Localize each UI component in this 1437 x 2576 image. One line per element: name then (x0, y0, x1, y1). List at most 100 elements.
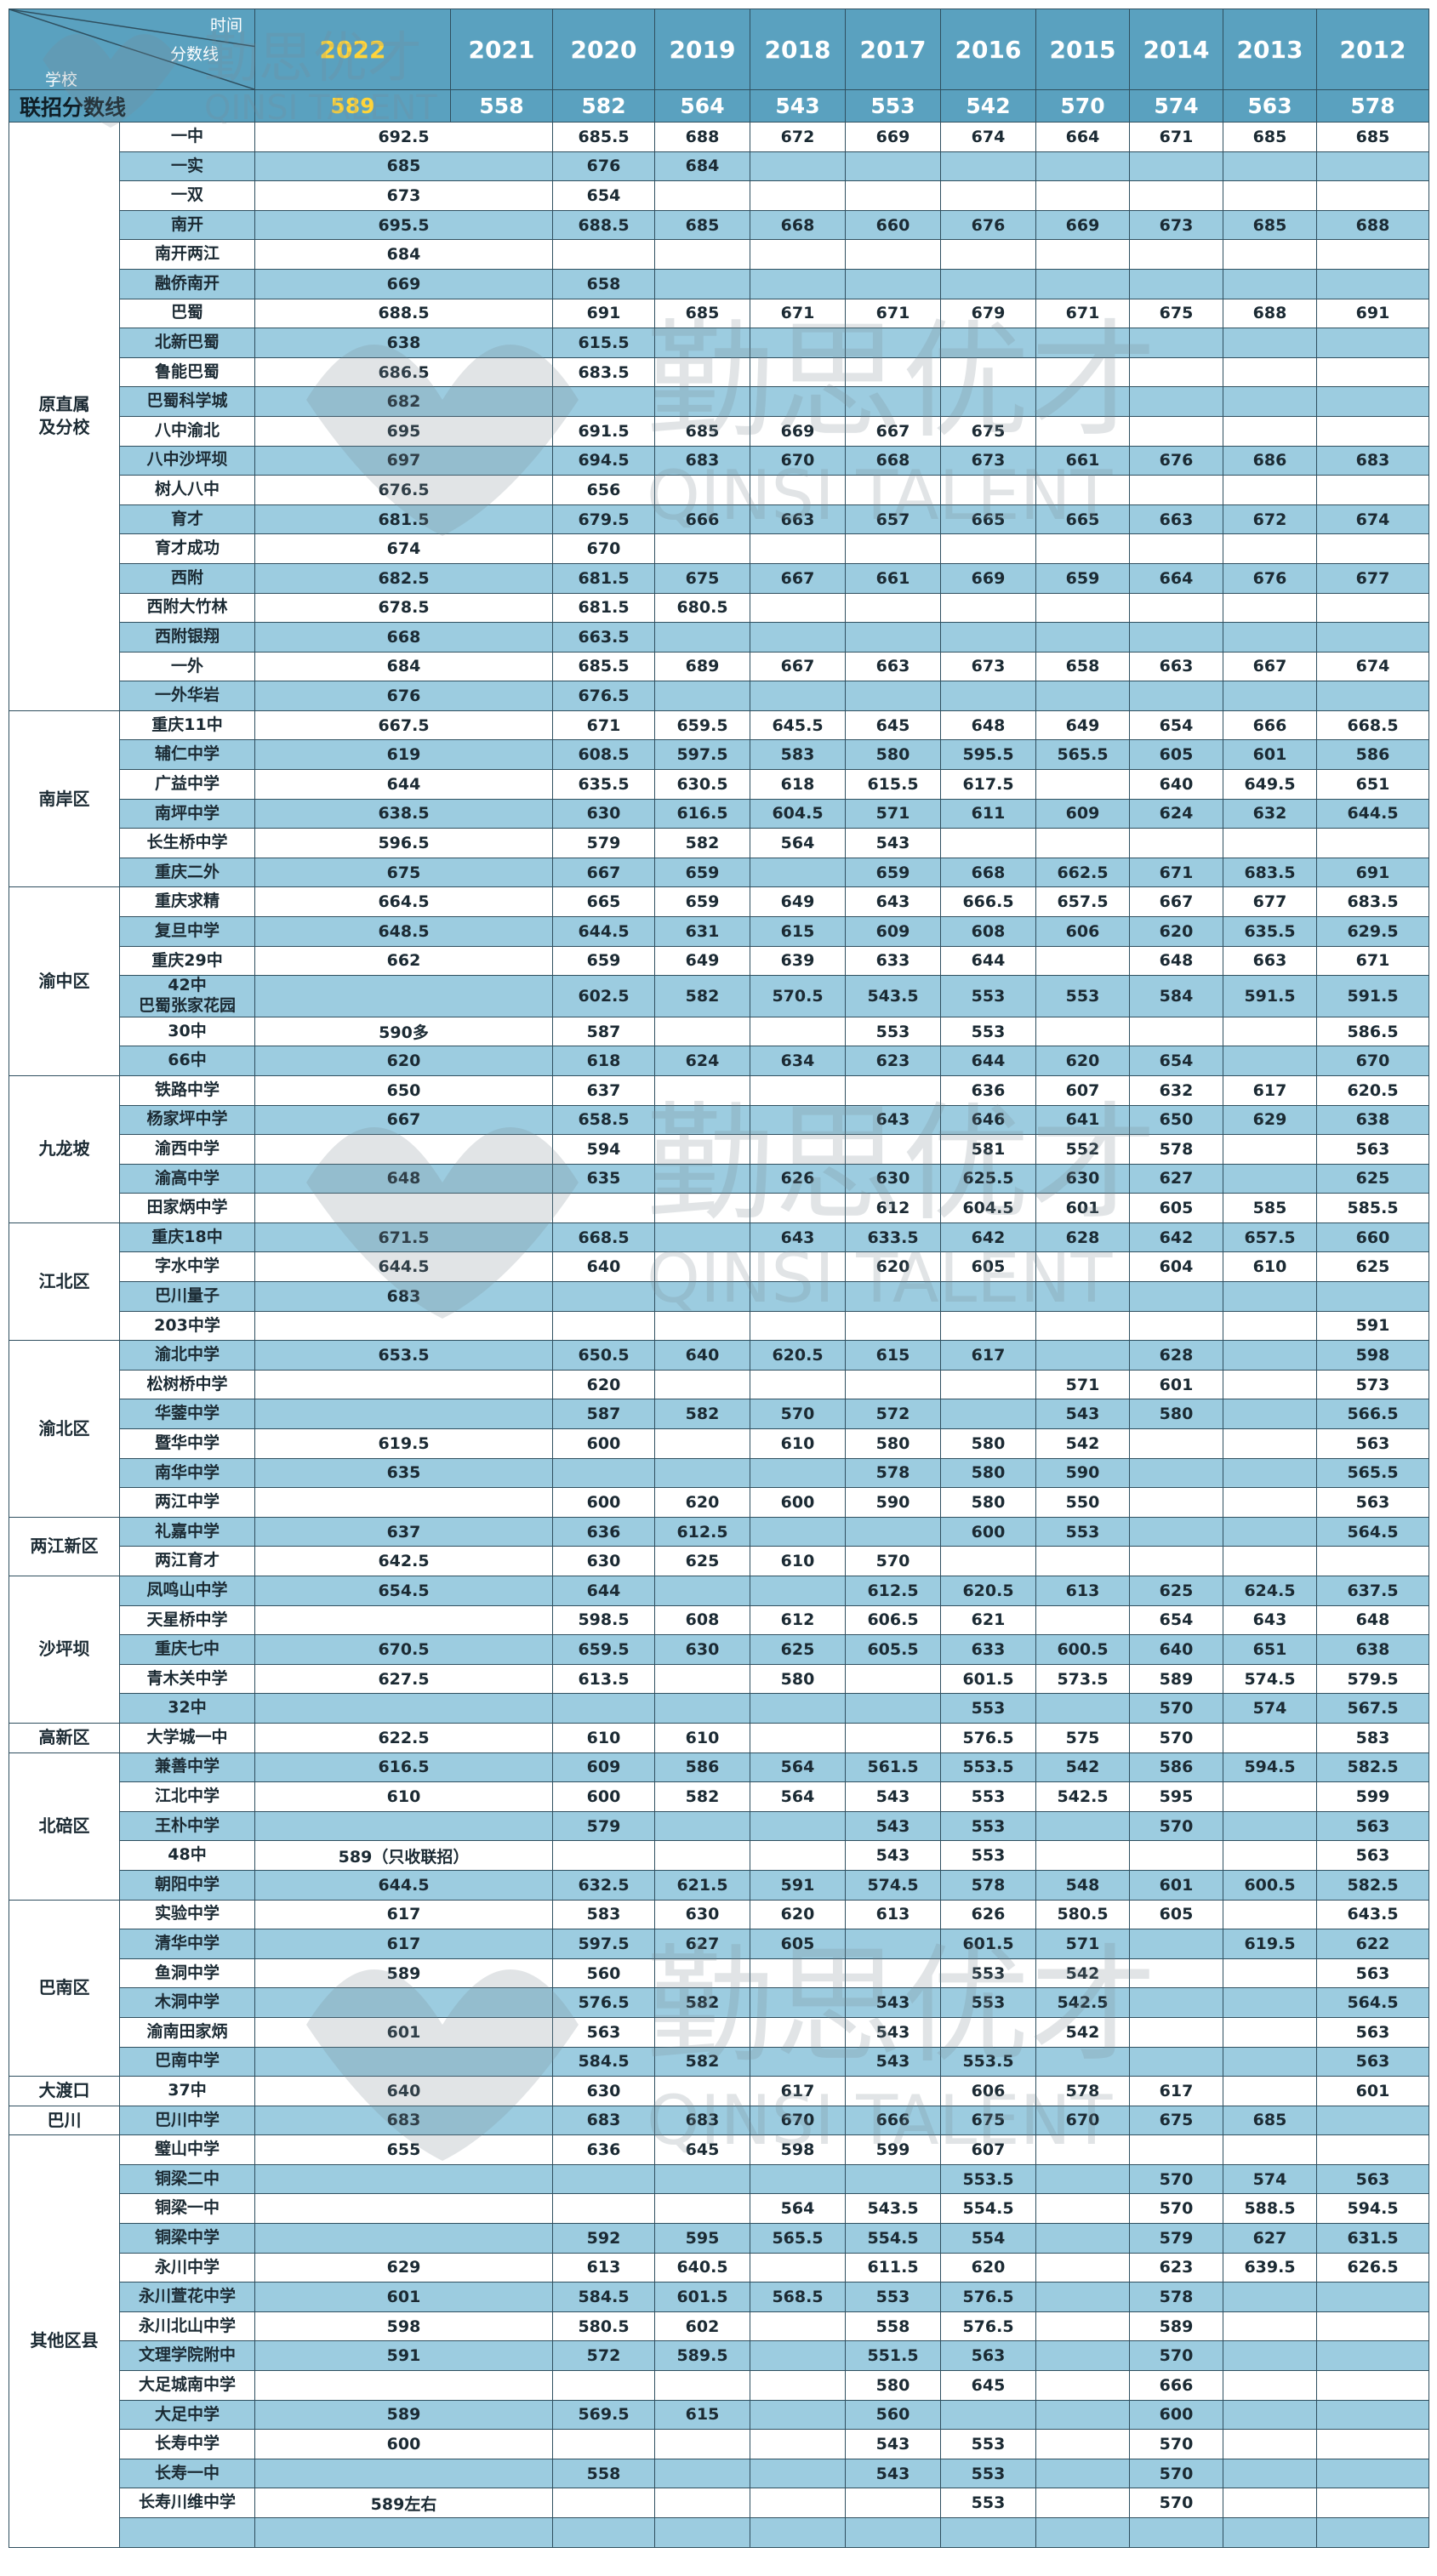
score-cell (1316, 2340, 1429, 2372)
score-cell: 543 (845, 2046, 941, 2077)
score-cell: 570 (845, 1546, 941, 1576)
score-cell (750, 1281, 846, 1312)
school-name-cell: 杨家坪中学 (119, 1104, 255, 1136)
year-header-2022: 2022 (254, 9, 451, 90)
score-cell: 655 (254, 2134, 553, 2165)
score-cell: 671 (845, 298, 941, 329)
score-cell (1223, 622, 1317, 653)
score-cell (552, 2429, 655, 2459)
table-row: 长寿川维中学 589左右 553 570 (9, 2488, 1429, 2518)
score-cell (1223, 328, 1317, 358)
score-cell: 673 (254, 180, 553, 211)
score-cell: 586 (1316, 739, 1429, 771)
score-cell: 630 (552, 1546, 655, 1576)
score-cell (1129, 2016, 1223, 2048)
score-cell: 667 (552, 857, 655, 888)
score-cell: 663 (1129, 504, 1223, 535)
school-name-cell: 鱼洞中学 (119, 1958, 255, 1989)
score-cell: 666 (1129, 2370, 1223, 2401)
score-cell (654, 681, 750, 711)
score-cell: 586 (1129, 1752, 1223, 1783)
school-name-cell: 渝北中学 (119, 1340, 255, 1371)
score-cell: 681.5 (552, 562, 655, 594)
score-cell (845, 1134, 941, 1165)
score-cell (254, 1987, 553, 2018)
score-cell (940, 356, 1036, 388)
score-cell (1223, 1487, 1317, 1518)
joint-score-2018: 543 (750, 89, 846, 123)
score-cell: 638.5 (254, 798, 553, 829)
score-cell: 571 (1035, 1929, 1130, 1959)
score-cell (1129, 356, 1223, 388)
score-cell (750, 239, 846, 270)
score-cell: 674 (1316, 651, 1429, 682)
district-cell: 原直属 及分校 (9, 122, 120, 711)
score-cell (552, 2193, 655, 2225)
score-cell: 685 (654, 298, 750, 329)
score-cell: 572 (845, 1399, 941, 1430)
school-name-cell: 两江育才 (119, 1546, 255, 1576)
table-row: 永川萱花中学 601 584.5 601.5 568.5 553 576.5 578 (9, 2282, 1429, 2312)
score-cell: 663.5 (552, 622, 655, 653)
score-cell: 678.5 (254, 592, 553, 624)
table-row: 沙坪坝 凤鸣山中学 654.5 644 612.5 620.5 613 625 624.5 637… (9, 1576, 1429, 1724)
score-cell: 582.5 (1316, 1869, 1429, 1901)
score-cell (654, 356, 750, 388)
school-name-cell: 一中 (119, 122, 255, 152)
score-cell: 650.5 (552, 1340, 655, 1371)
score-cell: 618 (750, 769, 846, 800)
score-cell (254, 1193, 553, 1223)
score-cell: 563 (1316, 1840, 1429, 1871)
score-cell: 677 (1223, 886, 1317, 918)
table-row: 两江中学 600 620 600 590 580 550 563 (9, 1487, 1429, 1518)
score-cell: 563 (1316, 2016, 1429, 2048)
score-cell (1129, 386, 1223, 417)
score-cell: 642 (1129, 1222, 1223, 1253)
school-name-cell: 重庆求精 (119, 886, 255, 918)
school-name-cell: 两江中学 (119, 1487, 255, 1518)
table-row: 巴南区 实验中学 617 583 630 620 613 626 580.5 605 643.5 (9, 1899, 1429, 2077)
score-cell: 658 (1035, 651, 1130, 682)
score-cell: 680.5 (654, 592, 750, 624)
score-cell: 601 (1129, 1869, 1223, 1901)
school-name-cell: 天星桥中学 (119, 1604, 255, 1636)
score-cell (1316, 475, 1429, 505)
score-cell: 620 (1129, 916, 1223, 947)
table-row: 巴蜀科学城 682 (9, 386, 1429, 417)
score-cell: 659 (654, 886, 750, 918)
district-cell: 渝北区 (9, 1340, 120, 1518)
score-cell: 543.5 (845, 2193, 941, 2225)
school-name-cell: 清华中学 (119, 1929, 255, 1959)
score-cell: 648 (1129, 945, 1223, 977)
score-cell (1316, 2282, 1429, 2312)
score-cell: 626 (940, 1899, 1036, 1930)
school-name-cell: 大学城一中 (119, 1722, 255, 1753)
score-cell: 645 (654, 2134, 750, 2165)
score-cell: 613 (1035, 1576, 1130, 1606)
score-cell: 574 (1223, 2163, 1317, 2195)
joint-score-2017: 553 (845, 89, 941, 123)
score-cell: 659 (1035, 562, 1130, 594)
year-header-2015: 2015 (1035, 9, 1130, 90)
year-header-2017: 2017 (845, 9, 941, 90)
score-cell (654, 1016, 750, 1047)
score-cell (1129, 1516, 1223, 1547)
score-cell: 625.5 (940, 1163, 1036, 1194)
score-cell (940, 622, 1036, 653)
score-cell: 570 (1129, 2340, 1223, 2372)
score-cell: 626 (750, 1163, 846, 1194)
score-cell: 608.5 (552, 739, 655, 771)
score-cell (750, 2252, 846, 2283)
table-row: 融侨南开 669 658 (9, 268, 1429, 299)
score-cell: 610 (750, 1546, 846, 1576)
score-cell (1316, 268, 1429, 299)
score-cell: 589（只收联招） (254, 1840, 553, 1871)
score-cell (552, 239, 655, 270)
score-cell: 610 (750, 1428, 846, 1459)
score-cell (1035, 2252, 1130, 2283)
score-cell: 657 (845, 504, 941, 535)
